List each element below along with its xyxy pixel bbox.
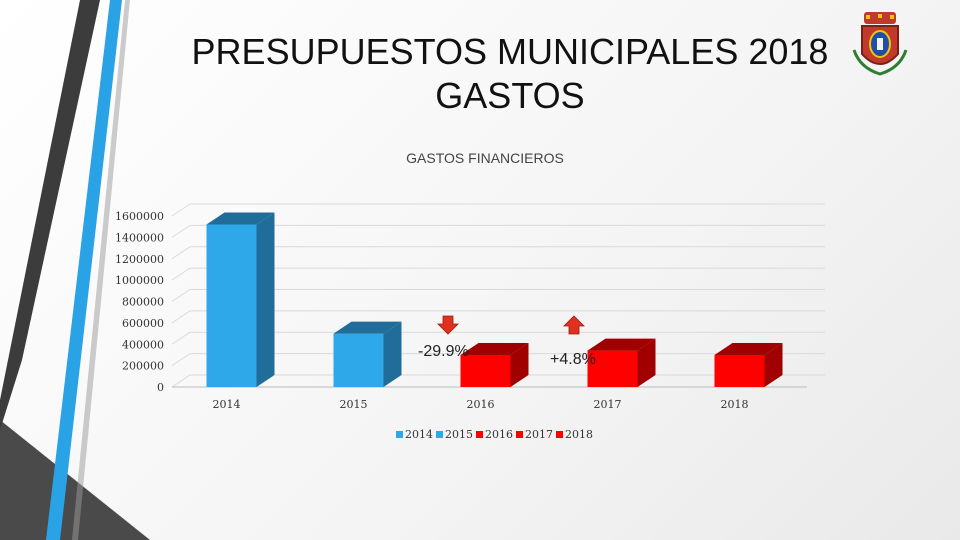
gridline-side	[171, 246, 191, 260]
bar-2017	[587, 338, 656, 387]
dark-stripe-bottom	[0, 420, 150, 540]
bar-2018	[714, 342, 783, 387]
bar-front	[460, 354, 511, 387]
legend-label: 2015	[445, 428, 473, 441]
y-tick-label: 400000	[122, 338, 164, 351]
bar-front	[333, 333, 384, 387]
legend-item-2017: 2017	[516, 428, 553, 441]
bar-2016	[460, 342, 529, 387]
gridline-side	[171, 289, 191, 302]
x-tick-label: 2017	[594, 398, 622, 411]
legend-label: 2017	[525, 428, 553, 441]
change-annotation: +4.8%	[550, 351, 596, 368]
y-tick-label: 1200000	[115, 253, 164, 266]
grey-stripe	[72, 0, 130, 540]
chart-title: GASTOS FINANCIEROS	[406, 150, 564, 166]
y-tick-label: 1600000	[115, 210, 164, 223]
legend-item-2016: 2016	[476, 428, 513, 441]
legend-swatch	[476, 431, 483, 438]
x-tick-label: 2018	[721, 398, 749, 411]
bar-front	[587, 350, 638, 387]
blue-stripe	[46, 0, 122, 540]
legend-label: 2018	[565, 428, 593, 441]
bar-front	[206, 224, 257, 387]
slide-title: PRESUPUESTOS MUNICIPALES 2018 GASTOS	[160, 30, 860, 118]
dark-stripe	[0, 0, 100, 430]
legend-swatch	[556, 431, 563, 438]
gridline-side	[171, 310, 191, 324]
x-tick-label: 2014	[213, 398, 241, 411]
gridline-side	[171, 267, 191, 281]
bar-side	[256, 212, 275, 387]
y-tick-label: 1400000	[115, 231, 164, 244]
legend-swatch	[516, 431, 523, 438]
gridline-side	[171, 331, 191, 345]
y-tick-label: 800000	[122, 296, 164, 309]
y-tick-label: 600000	[122, 317, 164, 330]
bar-front	[714, 354, 765, 387]
legend-item-2015: 2015	[436, 428, 473, 441]
bar-top	[460, 342, 529, 355]
legend-item-2018: 2018	[556, 428, 593, 441]
bar-side	[510, 342, 529, 387]
legend-label: 2014	[405, 428, 433, 441]
bar-top	[206, 212, 275, 225]
gridline-side	[171, 353, 191, 367]
legend-label: 2016	[485, 428, 513, 441]
y-tick-label: 1000000	[115, 274, 164, 287]
bar-top	[714, 342, 783, 355]
bar-top	[587, 338, 656, 351]
legend-swatch	[436, 431, 443, 438]
bar-2015	[333, 321, 402, 387]
y-tick-label: 200000	[122, 360, 164, 373]
bar-side	[383, 321, 402, 387]
bar-side	[637, 338, 656, 387]
gridline-side	[171, 374, 191, 388]
x-tick-label: 2016	[467, 398, 495, 411]
change-annotation: -29.9%	[418, 343, 469, 360]
arrow-down-icon	[437, 315, 459, 335]
coat-of-arms-emblem	[852, 12, 908, 76]
chart-legend: 2014 2015 2016 2017 2018	[396, 428, 593, 441]
slide-title-line2: GASTOS	[435, 75, 585, 116]
legend-swatch	[396, 431, 403, 438]
bar-top	[333, 321, 402, 334]
bar-side	[764, 342, 783, 387]
y-tick-label: 0	[157, 381, 164, 394]
x-tick-label: 2015	[340, 398, 368, 411]
slide-title-line1: PRESUPUESTOS MUNICIPALES 2018	[191, 31, 829, 72]
arrow-up-icon	[563, 315, 585, 335]
gridline-side	[171, 203, 191, 217]
gridline-side	[171, 224, 191, 238]
legend-item-2014: 2014	[396, 428, 433, 441]
bar-2014	[206, 212, 275, 387]
